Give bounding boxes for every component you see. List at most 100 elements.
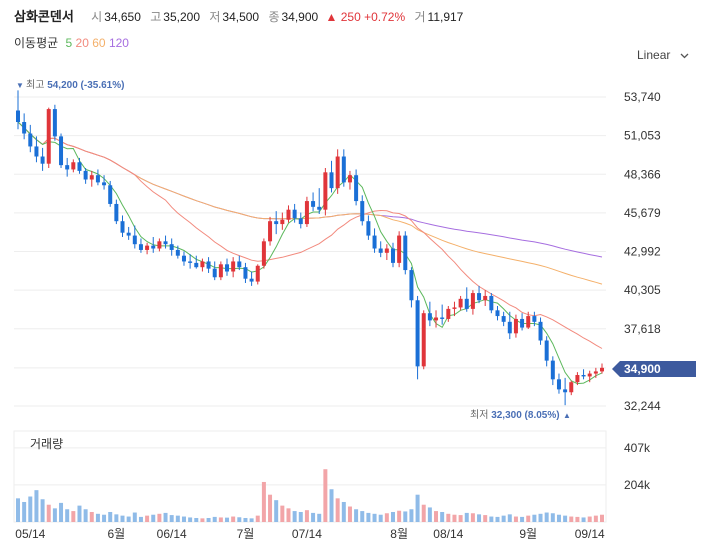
y-tick-label: 51,053: [624, 129, 661, 143]
candle-body: [587, 373, 592, 377]
candle-body: [102, 182, 107, 186]
candle-body: [317, 206, 322, 210]
candle-body: [126, 232, 131, 236]
candle-body: [526, 316, 531, 328]
svg-text:최고 54,200 (-35.61%): 최고 54,200 (-35.61%): [26, 79, 124, 91]
candle-body: [513, 318, 518, 334]
x-tick-label: 9월: [519, 527, 537, 541]
candle-body: [212, 268, 217, 278]
volume-bar: [452, 514, 457, 522]
volume-bar: [427, 507, 432, 522]
y-tick-label: 45,679: [624, 206, 661, 220]
candle-body: [181, 255, 186, 262]
volume-bar: [52, 508, 57, 522]
volume-bar: [181, 516, 186, 522]
candle-body: [243, 267, 248, 279]
volume-bar: [507, 514, 512, 522]
ma60-label: 60: [92, 36, 106, 50]
volume-bar: [65, 509, 70, 522]
volume-bar: [563, 515, 568, 522]
candle-body: [249, 278, 254, 282]
candle-body: [575, 375, 580, 383]
candle-body: [347, 175, 352, 183]
volume-bar: [255, 515, 260, 522]
volume-bar: [22, 501, 27, 522]
volume-bar: [495, 516, 500, 522]
volume-bar: [544, 512, 549, 522]
stock-header: 삼화콘덴서 시 34,650 고 35,200 저 34,500 종 34,900 ▲ …: [14, 6, 463, 25]
candle-body: [28, 133, 33, 147]
volume-bar: [145, 515, 150, 522]
volume-bar: [593, 515, 598, 522]
chevron-down-icon: [680, 48, 689, 62]
candle-body: [65, 165, 70, 170]
volume-bar: [372, 513, 377, 522]
ma20-label: 20: [75, 36, 89, 50]
open-value: 34,650: [104, 10, 141, 24]
candle-body: [169, 244, 174, 250]
volume-bar: [587, 516, 592, 522]
volume-title: 거래량: [30, 437, 63, 451]
candle-body: [366, 221, 371, 236]
candle-body: [372, 235, 377, 249]
x-tick-label: 06/14: [157, 527, 187, 541]
x-tick-label: 07/14: [292, 527, 322, 541]
scale-dropdown[interactable]: Linear: [637, 48, 689, 62]
candle-body: [163, 241, 168, 245]
candle-body: [268, 221, 273, 242]
low-arrow-icon: ▲: [563, 411, 571, 420]
candle-body: [280, 219, 285, 225]
candle-body: [532, 316, 537, 322]
volume-frame: [13, 430, 607, 523]
ma120-label: 120: [108, 36, 129, 50]
volume-bar: [366, 512, 371, 522]
candle-body: [335, 156, 340, 189]
candle-body: [378, 248, 383, 253]
volume-bar: [341, 501, 346, 522]
candle-body: [440, 317, 445, 319]
candle-body: [323, 172, 328, 210]
moving-average-legend[interactable]: 이동평균 5 20 60 120: [14, 34, 129, 51]
candle-body: [83, 170, 88, 180]
candle-body: [538, 321, 543, 341]
volume-bar: [569, 516, 574, 522]
candle-body: [59, 136, 64, 166]
volume-bar: [317, 513, 322, 522]
volume-bar: [538, 513, 543, 522]
candle-body: [114, 203, 119, 222]
candle-body: [151, 245, 156, 249]
volume-bar: [532, 514, 537, 522]
volume-bar: [600, 514, 604, 522]
close-value: 34,900: [281, 10, 319, 24]
candle-body: [95, 175, 100, 183]
volume-bar: [95, 513, 100, 522]
volume-bar: [225, 517, 230, 522]
volume-bar: [415, 494, 420, 522]
candle-body: [390, 248, 395, 263]
volume-bar: [280, 505, 285, 522]
volume-bar: [311, 512, 316, 522]
volume-bar: [274, 500, 279, 522]
candle-body: [427, 313, 432, 321]
volume-label: 거: [414, 10, 426, 24]
volume-bar: [304, 510, 309, 522]
high-arrow-icon: ▼: [16, 81, 24, 90]
volume-bar: [550, 513, 555, 522]
volume-bar: [268, 494, 273, 522]
candle-body: [495, 310, 500, 317]
volume-bar: [59, 502, 64, 522]
volume-bar: [556, 514, 561, 522]
volume-value: 11,917: [427, 10, 464, 24]
volume-bar: [237, 517, 242, 522]
volume-bar: [298, 511, 303, 522]
volume-bar: [194, 517, 199, 522]
volume-bar: [378, 514, 383, 522]
volume-bar: [335, 498, 340, 522]
volume-bar: [175, 515, 180, 522]
volume-bar: [464, 512, 469, 522]
volume-bar: [34, 490, 39, 522]
candle-body: [520, 318, 525, 328]
y-tick-label: 48,366: [624, 167, 661, 181]
candle-body: [403, 235, 408, 271]
